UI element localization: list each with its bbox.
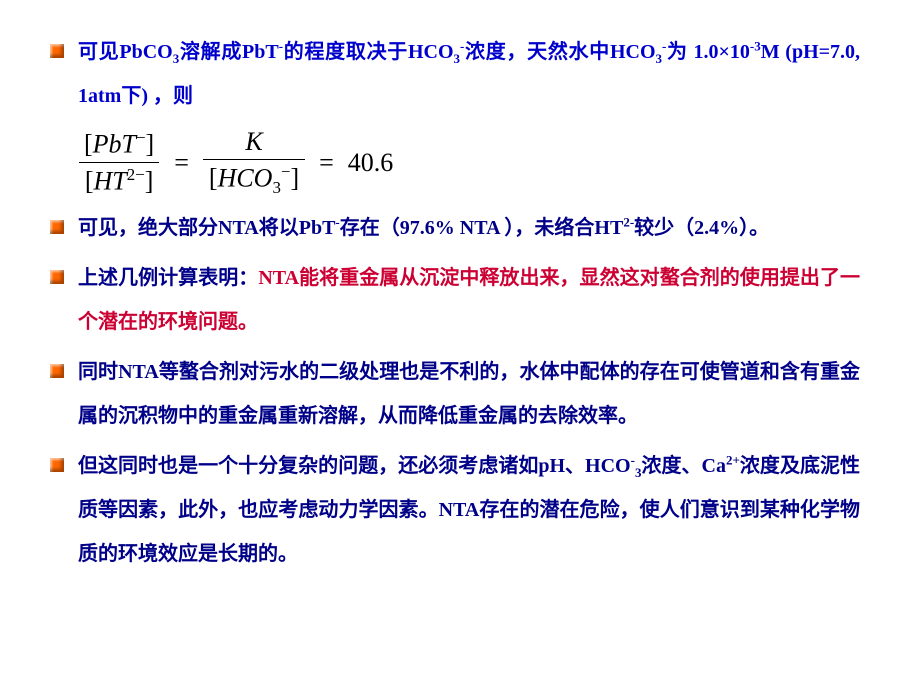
item3-text: 上述几例计算表明：NTA能将重金属从沉淀中释放出来，显然这对螯合剂的使用提出了一…: [78, 256, 860, 344]
item2-text: 可见，绝大部分NTA将以PbT-存在（97.6% NTA ），未络合HT2-较少…: [78, 206, 860, 250]
t: ]: [290, 164, 299, 193]
item4-text: 同时NTA等螯合剂对污水的二级处理也是不利的，水体中配体的存在可使管道和含有重金…: [78, 350, 860, 438]
sup: 2-: [623, 215, 634, 230]
t: ]: [145, 166, 154, 195]
t: 但这同时也是一个十分复杂的问题，还必须考虑诸如pH、HCO: [78, 455, 631, 477]
t: PbT: [93, 129, 136, 158]
square-bullet-icon: [50, 220, 64, 234]
t: 溶解成PbT: [179, 41, 278, 63]
item1-text: 可见PbCO3溶解成PbT-的程度取决于HCO3-浓度，天然水中HCO3-为 1…: [78, 30, 860, 118]
sup: -3: [750, 38, 761, 53]
sub: 3: [272, 178, 280, 197]
t: ]: [146, 129, 155, 158]
bullet-item-4: 同时NTA等螯合剂对污水的二级处理也是不利的，水体中配体的存在可使管道和含有重金…: [50, 350, 860, 438]
bullet-item-1: 可见PbCO3溶解成PbT-的程度取决于HCO3-浓度，天然水中HCO3-为 1…: [50, 30, 860, 118]
t: [: [84, 129, 93, 158]
equation: [PbT−] [HT2−] = K [HCO3−] = 40.6: [78, 126, 860, 198]
bullet-item-3: 上述几例计算表明：NTA能将重金属从沉淀中释放出来，显然这对螯合剂的使用提出了一…: [50, 256, 860, 344]
item5-text: 但这同时也是一个十分复杂的问题，还必须考虑诸如pH、HCO-3浓度、Ca2+浓度…: [78, 444, 860, 576]
t: HT: [93, 166, 126, 195]
fraction-2: K [HCO3−]: [203, 126, 305, 198]
t: 的程度取决于HCO: [283, 41, 453, 63]
fraction-1: [PbT−] [HT2−]: [78, 128, 160, 197]
sup: 2+: [726, 453, 740, 468]
t: 浓度、Ca: [641, 455, 726, 477]
t: 可见，绝大部分NTA将以PbT: [78, 217, 335, 239]
t: K: [239, 126, 268, 159]
bullet-item-5: 但这同时也是一个十分复杂的问题，还必须考虑诸如pH、HCO-3浓度、Ca2+浓度…: [50, 444, 860, 576]
bullet-item-2: 可见，绝大部分NTA将以PbT-存在（97.6% NTA ），未络合HT2-较少…: [50, 206, 860, 250]
t: HCO: [218, 164, 273, 193]
square-bullet-icon: [50, 270, 64, 284]
square-bullet-icon: [50, 458, 64, 472]
t: 较少（2.4%）。: [634, 217, 769, 239]
square-bullet-icon: [50, 364, 64, 378]
t: 可见PbCO: [78, 41, 173, 63]
t: 上述几例计算表明：: [78, 267, 258, 289]
result: 40.6: [348, 134, 394, 191]
t: 为: [666, 41, 687, 63]
sup: −: [136, 128, 146, 147]
equals: =: [170, 134, 193, 191]
t: 1.0×10: [693, 41, 749, 63]
equals: =: [315, 134, 338, 191]
sup: 2−: [127, 165, 145, 184]
square-bullet-icon: [50, 44, 64, 58]
t: [: [209, 164, 218, 193]
t: 浓度，天然水中HCO: [464, 41, 655, 63]
t: 存在（97.6% NTA ），未络合HT: [340, 217, 624, 239]
